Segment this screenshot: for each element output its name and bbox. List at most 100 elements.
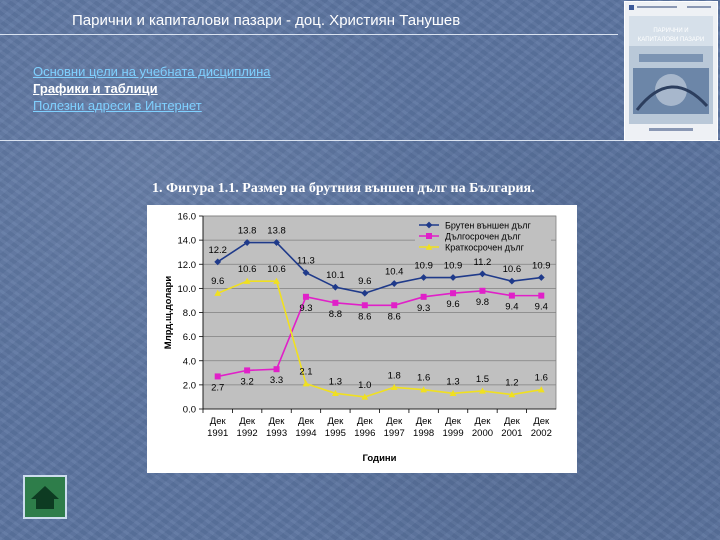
data-label: 9.8 — [476, 297, 489, 308]
x-tick-label-year: 1999 — [442, 428, 463, 439]
x-tick-label-month: Дек — [239, 416, 256, 427]
line-chart: 0.02.04.06.08.010.012.014.016.0Дек1991Де… — [163, 212, 557, 464]
data-point — [361, 289, 369, 297]
data-label: 9.6 — [358, 276, 371, 287]
data-label: 10.6 — [503, 264, 522, 275]
book-cover-art: ПАРИЧНИ И КАПИТАЛОВИ ПАЗАРИ — [625, 2, 717, 140]
x-tick-label-month: Дек — [445, 416, 462, 427]
legend-marker — [425, 221, 433, 229]
x-tick-label-year: 2000 — [472, 428, 493, 439]
data-label: 1.8 — [388, 370, 401, 381]
data-point — [361, 302, 368, 309]
x-tick-label-year: 1992 — [237, 428, 258, 439]
data-label: 1.6 — [417, 373, 430, 384]
x-tick-label-year: 1991 — [207, 428, 228, 439]
data-point — [273, 239, 280, 246]
data-point — [391, 302, 398, 309]
y-axis-label: Млрд.щ.долари — [163, 276, 174, 350]
x-tick-label-month: Дек — [357, 416, 374, 427]
book-cover: ПАРИЧНИ И КАПИТАЛОВИ ПАЗАРИ — [624, 1, 718, 141]
data-label: 1.3 — [329, 376, 342, 387]
data-point — [420, 386, 428, 393]
data-label: 10.9 — [532, 261, 551, 272]
data-label: 10.6 — [238, 264, 257, 275]
nav-link-charts[interactable]: Графики и таблици — [33, 81, 158, 96]
nav-rule — [0, 140, 720, 141]
x-tick-label-month: Дек — [416, 416, 433, 427]
data-point — [479, 287, 486, 294]
series-line — [217, 241, 542, 295]
nav-link-goals[interactable]: Основни цели на учебната дисциплина — [33, 64, 271, 79]
home-button[interactable] — [23, 475, 67, 519]
series-line — [217, 280, 542, 398]
x-tick-label-year: 1996 — [354, 428, 375, 439]
legend-marker — [426, 233, 432, 239]
legend-entry: Брутен външен дълг — [445, 221, 532, 231]
data-label: 2.7 — [211, 382, 224, 393]
data-point — [302, 269, 310, 277]
data-label: 8.6 — [388, 311, 401, 322]
x-tick-label-month: Дек — [475, 416, 492, 427]
book-title-line-2: КАПИТАЛОВИ ПАЗАРИ — [638, 37, 704, 43]
header-rule — [0, 34, 618, 35]
header-title: Парични и капиталови пазари - доц. Христ… — [72, 12, 461, 29]
data-point — [420, 293, 427, 300]
data-label: 1.3 — [446, 376, 459, 387]
data-point — [508, 277, 516, 285]
x-tick-label-month: Дек — [210, 416, 227, 427]
data-point — [361, 393, 369, 400]
data-point — [479, 387, 486, 394]
data-point — [331, 389, 339, 397]
book-title-line-1: ПАРИЧНИ И — [653, 28, 688, 34]
data-point — [214, 373, 221, 380]
data-point — [243, 277, 251, 284]
legend-entry: Краткосрочен дълг — [445, 243, 525, 253]
data-point — [450, 290, 457, 297]
data-label: 3.3 — [270, 375, 283, 386]
x-tick-label-year: 2002 — [531, 428, 552, 439]
data-label: 9.3 — [299, 303, 312, 314]
data-point — [302, 293, 309, 300]
data-label: 3.2 — [241, 376, 254, 387]
data-label: 1.0 — [358, 380, 371, 391]
data-label: 13.8 — [267, 226, 286, 237]
data-point — [479, 270, 486, 278]
chart-panel: 0.0 2.0 4.0 6.0 8.0 10.0 12.0 14.0 16.0 Дек 1991 Де… — [147, 205, 577, 473]
data-label: 10.6 — [267, 264, 286, 275]
data-point — [390, 383, 398, 391]
x-tick-label-year: 2001 — [501, 428, 522, 439]
y-tick-label: 10.0 — [178, 284, 197, 295]
y-tick-label: 6.0 — [183, 332, 196, 343]
data-point — [273, 277, 280, 284]
data-point — [302, 380, 310, 387]
data-point — [538, 292, 545, 299]
data-label: 10.9 — [414, 261, 433, 272]
x-tick-label-month: Дек — [386, 416, 403, 427]
figure-caption: 1. Фигура 1.1. Размер на брутния външен … — [152, 181, 535, 196]
x-tick-label-month: Дек — [327, 416, 344, 427]
data-point — [390, 280, 398, 287]
data-label: 9.4 — [535, 302, 548, 313]
data-label: 9.6 — [446, 299, 459, 310]
y-tick-label: 12.0 — [178, 260, 197, 271]
data-label: 10.1 — [326, 270, 345, 281]
x-tick-label-year: 1993 — [266, 428, 287, 439]
data-label: 10.4 — [385, 267, 404, 278]
y-tick-label: 2.0 — [183, 380, 196, 391]
data-label: 11.3 — [297, 256, 315, 267]
data-point — [537, 274, 545, 281]
x-tick-label-month: Дек — [504, 416, 521, 427]
data-point — [214, 289, 222, 296]
y-tick-label: 8.0 — [183, 308, 196, 319]
data-point — [508, 391, 516, 398]
data-label: 1.6 — [535, 373, 548, 384]
data-point — [244, 367, 251, 374]
nav-link-addresses[interactable]: Полезни адреси в Интернет — [33, 98, 202, 113]
data-point — [273, 366, 280, 373]
data-label: 13.8 — [238, 226, 257, 237]
data-label: 9.3 — [417, 303, 430, 314]
x-tick-label-month: Дек — [298, 416, 315, 427]
x-tick-label-year: 1995 — [325, 428, 346, 439]
data-label: 9.4 — [505, 302, 518, 313]
data-point — [331, 283, 339, 291]
